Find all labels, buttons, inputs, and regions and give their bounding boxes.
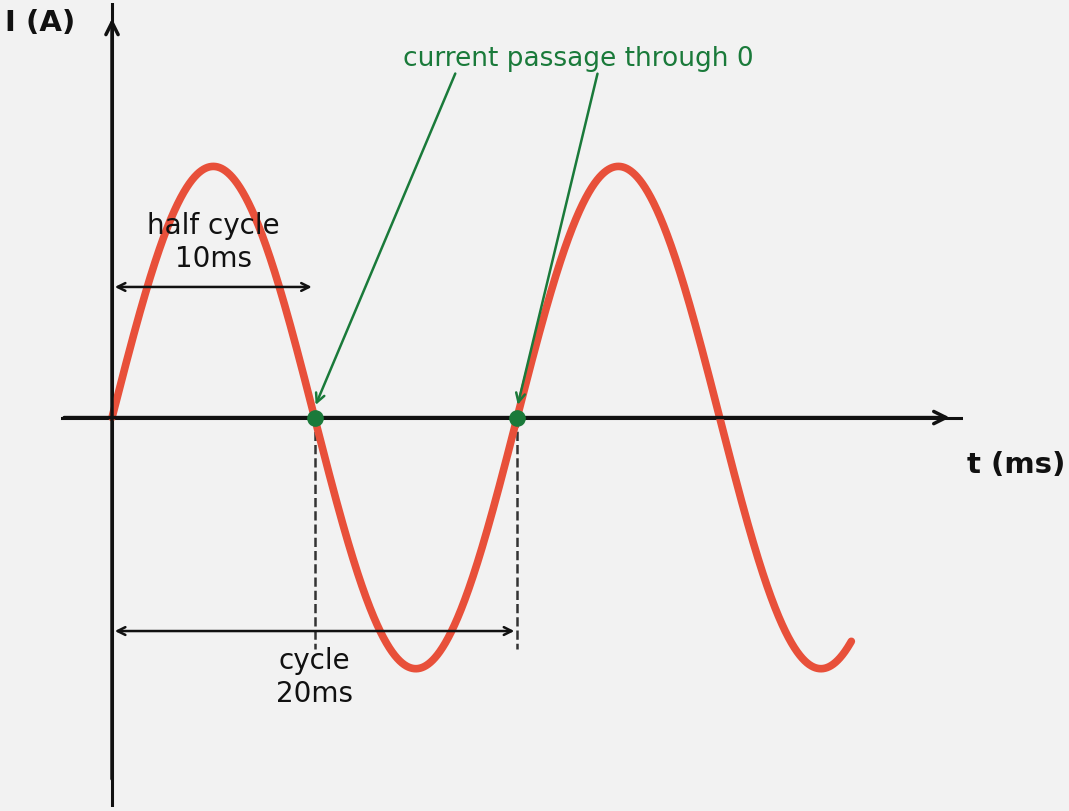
Text: current passage through 0: current passage through 0	[403, 46, 754, 72]
Text: cycle
20ms: cycle 20ms	[276, 646, 353, 706]
Text: half cycle
10ms: half cycle 10ms	[146, 212, 280, 272]
Text: I (A): I (A)	[5, 9, 76, 37]
Text: t (ms): t (ms)	[966, 451, 1065, 478]
